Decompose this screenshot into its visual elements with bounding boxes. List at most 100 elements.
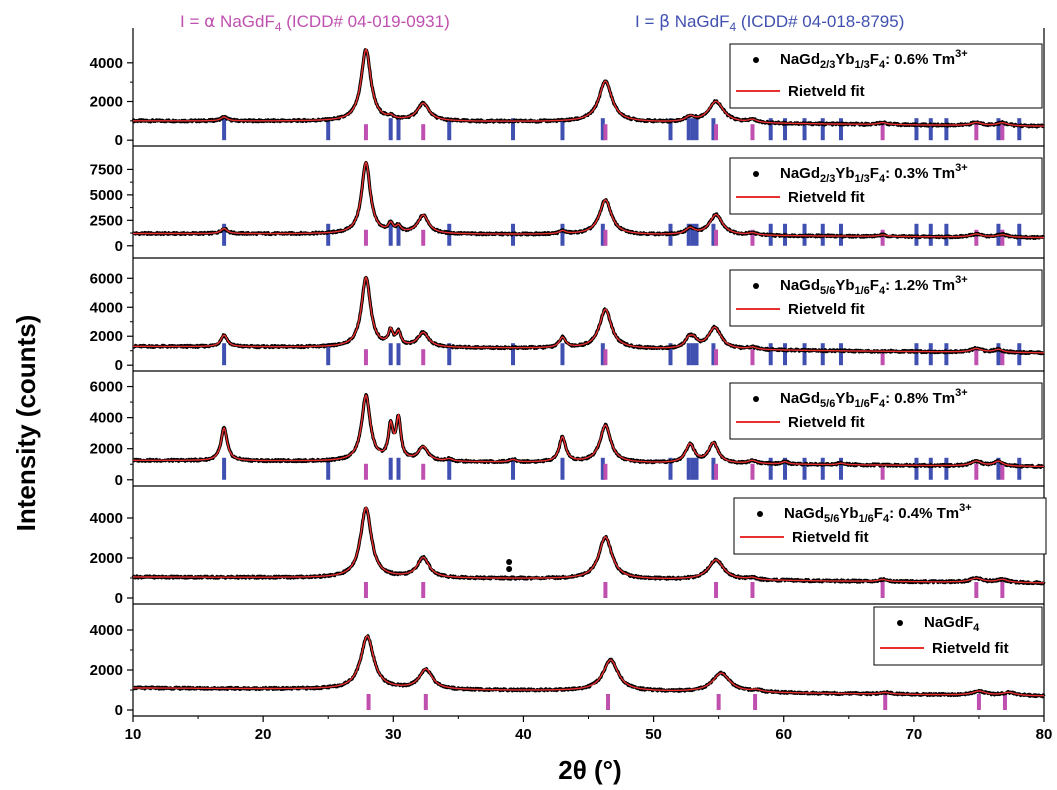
legend-label-main: NaGd bbox=[780, 165, 820, 182]
beta-reflection-tick bbox=[690, 223, 695, 246]
alpha-reflection-tick bbox=[714, 229, 719, 246]
y-tick-label: 2000 bbox=[90, 328, 123, 345]
legend-fit-label: Rietveld fit bbox=[792, 529, 869, 546]
outlier-point bbox=[506, 559, 513, 565]
alpha-reflection-tick bbox=[603, 229, 608, 246]
beta-reflection-tick bbox=[388, 118, 393, 141]
alpha-reflection-tick bbox=[421, 124, 426, 141]
panel-legend: NaGd5/6Yb1/6F4: 0.4% Tm3+ Rietveld fit bbox=[733, 497, 1047, 555]
beta-reflection-tick bbox=[928, 118, 933, 141]
beta-reflection-tick bbox=[996, 118, 1001, 141]
beta-reflection-tick bbox=[447, 457, 452, 480]
y-tick-label: 4000 bbox=[90, 510, 123, 527]
panel-legend: NaGd2/3Yb1/3F4: 0.3% Tm3+ Rietveld fit bbox=[729, 157, 1043, 215]
alpha-reflection-tick bbox=[750, 229, 755, 246]
alpha-reflection-tick bbox=[880, 582, 885, 598]
beta-reflection-tick bbox=[802, 343, 807, 366]
outlier-point bbox=[506, 566, 513, 572]
legend-label-sub: 5/6 bbox=[820, 398, 835, 410]
alpha-reflection-tick bbox=[421, 229, 426, 246]
beta-reflection-tick bbox=[222, 118, 227, 141]
rietveld-fit-curve bbox=[133, 276, 1044, 354]
legend-label-sup: 3+ bbox=[955, 387, 968, 399]
alpha-reflection-tick bbox=[363, 349, 368, 366]
y-tick-label: 0 bbox=[115, 702, 123, 719]
beta-reflection-tick bbox=[511, 343, 516, 366]
legend-label-sub: 5/6 bbox=[824, 513, 839, 525]
y-tick-label: 0 bbox=[115, 590, 123, 607]
alpha-reflection-tick bbox=[363, 582, 368, 598]
alpha-reflection-tick bbox=[716, 694, 721, 710]
beta-header-compound-sub: 4 bbox=[730, 20, 737, 34]
legend-label-sub: 2/3 bbox=[820, 59, 835, 71]
beta-reflection-tick bbox=[668, 457, 673, 480]
legend-sample-label: NaGd5/6Yb1/6F4: 0.8% Tm3+ bbox=[780, 387, 968, 410]
alpha-header-prefix: I = bbox=[180, 12, 204, 31]
alpha-reflection-tick bbox=[363, 463, 368, 480]
panel-legend: NaGd5/6Yb1/6F4: 0.8% Tm3+ Rietveld fit bbox=[729, 382, 1043, 440]
y-tick-label: 2500 bbox=[90, 212, 123, 229]
beta-reflection-tick bbox=[914, 118, 919, 141]
y-tick-label: 0 bbox=[115, 357, 123, 374]
alpha-reflection-tick bbox=[606, 694, 611, 710]
legend-label-sub: 1/3 bbox=[854, 173, 869, 185]
beta-reflection-tick bbox=[690, 118, 695, 141]
panel-5: 0 2000 4000 NaGd5/6Yb1/6F4: 0.4% Tm3+ Rietve… bbox=[90, 486, 1047, 607]
legend-label-tail: : 1.2% Tm bbox=[885, 277, 955, 294]
alpha-reflection-tick bbox=[750, 463, 755, 480]
beta-reflection-tick bbox=[447, 343, 452, 366]
beta-reflection-tick bbox=[783, 343, 788, 366]
y-tick-label: 5000 bbox=[90, 187, 123, 204]
beta-reflection-tick bbox=[326, 223, 331, 246]
beta-reflection-tick bbox=[928, 223, 933, 246]
y-tick-label: 4000 bbox=[90, 410, 123, 427]
beta-reflection-tick bbox=[600, 223, 605, 246]
alpha-reflection-tick bbox=[974, 582, 979, 598]
legend-label-sub: 4 bbox=[879, 285, 886, 297]
beta-reflection-tick bbox=[711, 457, 716, 480]
beta-reflection-tick bbox=[783, 457, 788, 480]
beta-reflection-tick bbox=[560, 223, 565, 246]
legend-label-tail: : 0.4% Tm bbox=[889, 505, 959, 522]
alpha-header-compound-sub: 4 bbox=[275, 20, 282, 34]
beta-reflection-tick bbox=[944, 457, 949, 480]
alpha-phase-header: I = α NaGdF4 (ICDD# 04-019-0931) bbox=[180, 12, 450, 34]
legend-label-tail: F bbox=[870, 390, 879, 407]
alpha-reflection-tick bbox=[753, 694, 758, 710]
legend-fit-label: Rietveld fit bbox=[788, 83, 865, 100]
beta-reflection-tick bbox=[711, 118, 716, 141]
legend-box bbox=[873, 606, 1043, 666]
y-tick-label: 7500 bbox=[90, 161, 123, 178]
alpha-reflection-tick bbox=[880, 229, 885, 246]
panel-legend: NaGdF4 Rietveld fit bbox=[873, 606, 1043, 666]
legend-box bbox=[733, 497, 1047, 555]
alpha-reflection-tick bbox=[750, 349, 755, 366]
x-axis-title: 2θ (°) bbox=[558, 755, 621, 785]
x-tick-label: 40 bbox=[515, 726, 532, 743]
panel-3: 0 2000 4000 6000 NaGd5/6Yb1/6F4: 1.2% Tm3+ Ri… bbox=[90, 258, 1045, 374]
alpha-reflection-tick bbox=[714, 124, 719, 141]
legend-box bbox=[729, 43, 1043, 109]
legend-label-main: NaGd bbox=[780, 390, 820, 407]
legend-observed-marker bbox=[757, 511, 763, 517]
legend-label-tail: F bbox=[874, 505, 883, 522]
legend-observed-marker bbox=[753, 57, 759, 63]
alpha-reflection-tick bbox=[974, 229, 979, 246]
alpha-reflection-tick bbox=[421, 349, 426, 366]
x-tick-label: 10 bbox=[125, 726, 142, 743]
rietveld-fit-curve bbox=[133, 161, 1044, 239]
alpha-reflection-tick bbox=[1000, 582, 1005, 598]
beta-reflection-tick bbox=[668, 343, 673, 366]
y-tick-label: 2000 bbox=[90, 94, 123, 111]
beta-reflection-tick bbox=[768, 343, 773, 366]
legend-sample-label: NaGdF4 bbox=[924, 614, 980, 634]
beta-reflection-tick bbox=[694, 223, 699, 246]
beta-reflection-tick bbox=[802, 118, 807, 141]
beta-reflection-tick bbox=[944, 343, 949, 366]
alpha-reflection-tick bbox=[421, 582, 426, 598]
beta-reflection-tick bbox=[768, 457, 773, 480]
beta-reflection-tick bbox=[711, 223, 716, 246]
beta-reflection-tick bbox=[944, 118, 949, 141]
beta-reflection-tick bbox=[326, 118, 331, 141]
alpha-reflection-tick bbox=[423, 694, 428, 710]
